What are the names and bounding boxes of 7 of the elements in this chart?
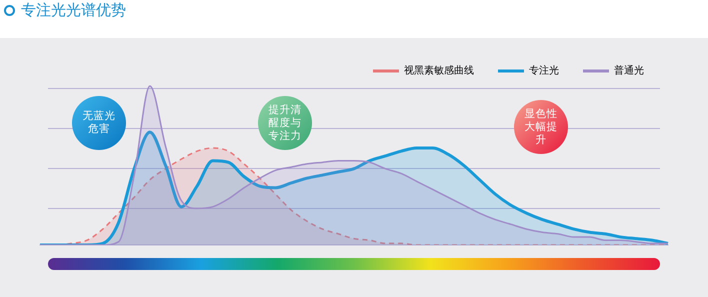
legend-label: 视黑素敏感曲线 (404, 64, 474, 77)
annotation: 提升清醒度与专注力 (268, 104, 302, 142)
annotation: 无蓝光危害 (82, 110, 116, 136)
legend-label: 专注光 (529, 64, 559, 77)
chart-title: 专注光光谱优势 (21, 1, 126, 20)
legend-label: 普通光 (614, 64, 644, 77)
annotation: 显色性大幅提升 (524, 108, 558, 146)
